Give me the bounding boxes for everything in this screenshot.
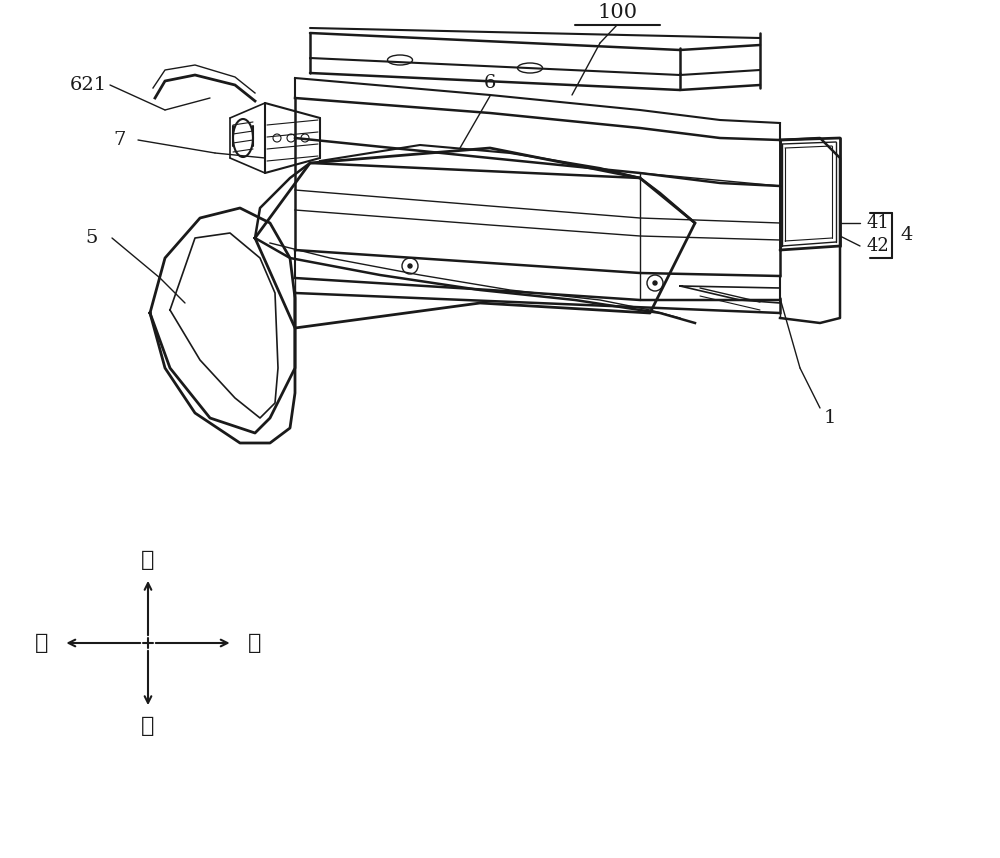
Text: 42: 42: [867, 237, 889, 255]
Circle shape: [408, 264, 412, 268]
Text: 1: 1: [824, 409, 836, 427]
Text: 621: 621: [69, 76, 107, 94]
Text: 41: 41: [867, 214, 889, 232]
Circle shape: [653, 281, 657, 285]
Text: 5: 5: [86, 229, 98, 247]
Text: 后: 后: [248, 633, 261, 653]
Text: 上: 上: [141, 550, 155, 570]
Text: 7: 7: [114, 131, 126, 149]
Text: 6: 6: [484, 74, 496, 92]
Text: 4: 4: [901, 226, 913, 244]
Text: 下: 下: [141, 716, 155, 736]
Text: 前: 前: [35, 633, 48, 653]
Text: 100: 100: [597, 3, 637, 22]
